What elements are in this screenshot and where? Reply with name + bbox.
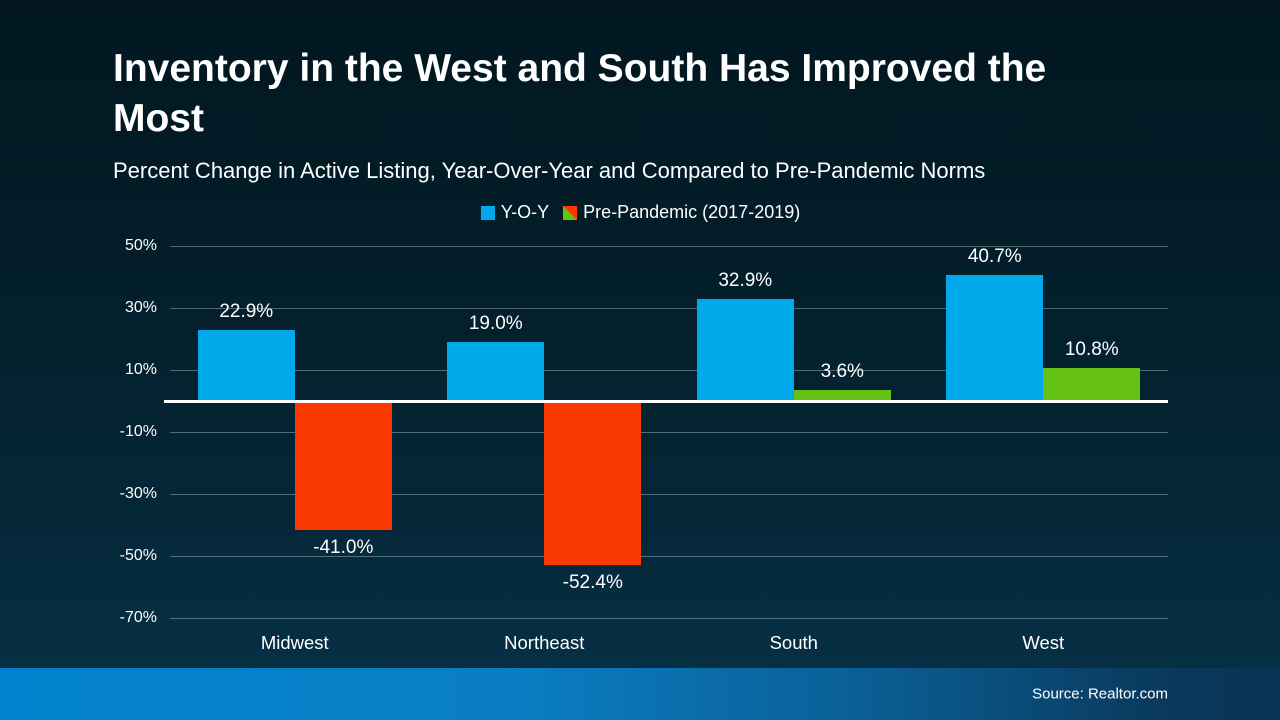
bar-yoy-northeast [447, 342, 545, 401]
bar-prepandemic-northeast [544, 402, 642, 565]
y-axis-tick-label: -50% [119, 547, 157, 564]
x-axis-label: Northeast [504, 632, 585, 653]
legend-item-prepandemic: Pre-Pandemic (2017-2019) [563, 202, 800, 223]
x-axis-label: South [769, 632, 818, 653]
bar-prepandemic-south [793, 389, 891, 401]
bar-value-label: 32.9% [718, 270, 773, 292]
chart-plot: 22.9% -41.0% 19.0% -52.4% 32.9% 3.6% 40.7% 10.8… [164, 245, 1168, 619]
chart-subtitle: Percent Change in Active Listing, Year-O… [113, 158, 986, 183]
bar-prepandemic-west [1043, 367, 1141, 401]
legend-label-prepandemic: Pre-Pandemic (2017-2019) [583, 202, 801, 222]
bar-value-label: -41.0% [313, 537, 374, 559]
gridline [170, 618, 1168, 619]
gridline [170, 494, 1168, 495]
legend-item-yoy: Y-O-Y [480, 202, 550, 223]
y-axis-tick-label: -10% [119, 423, 157, 440]
y-axis-tick-label: -70% [119, 609, 157, 626]
legend-label-yoy: Y-O-Y [500, 202, 550, 222]
y-axis-tick-label: -30% [119, 485, 157, 502]
gridline [170, 246, 1168, 247]
legend: Y-O-Y Pre-Pandemic (2017-2019) [113, 202, 1168, 223]
y-axis: 50% 30% 10% -10% -30% -50% -70% [57, 237, 157, 626]
x-axis-label: Midwest [260, 632, 329, 653]
gridline [170, 308, 1168, 309]
bar-prepandemic-midwest [294, 402, 392, 530]
gridline [170, 556, 1168, 557]
yoy-swatch-icon [480, 205, 495, 220]
bar-value-label: 19.0% [468, 313, 523, 335]
y-axis-tick-label: 10% [124, 361, 157, 378]
x-axis-label: West [1022, 632, 1065, 653]
bar-value-label: 40.7% [967, 245, 1022, 267]
page-title: Inventory in the West and South Has Impr… [113, 47, 1047, 140]
source-text: Source: Realtor.com [1032, 685, 1168, 703]
prepandemic-swatch-icon [563, 205, 578, 220]
gridline [170, 432, 1168, 433]
bar-value-label: -52.4% [562, 572, 623, 594]
footer-bar: Source: Realtor.com [0, 668, 1280, 720]
bar-yoy-midwest [197, 330, 295, 401]
y-axis-tick-label: 50% [124, 237, 157, 254]
bar-value-label: 3.6% [820, 360, 864, 382]
bar-yoy-south [696, 299, 794, 401]
bar-yoy-west [946, 274, 1044, 401]
gridline [170, 370, 1168, 371]
bar-value-label: 22.9% [219, 301, 274, 323]
zero-axis-line [164, 399, 1168, 403]
y-axis-tick-label: 30% [124, 299, 157, 316]
bar-value-label: 10.8% [1064, 338, 1119, 360]
x-axis: Midwest Northeast South West [170, 632, 1168, 658]
